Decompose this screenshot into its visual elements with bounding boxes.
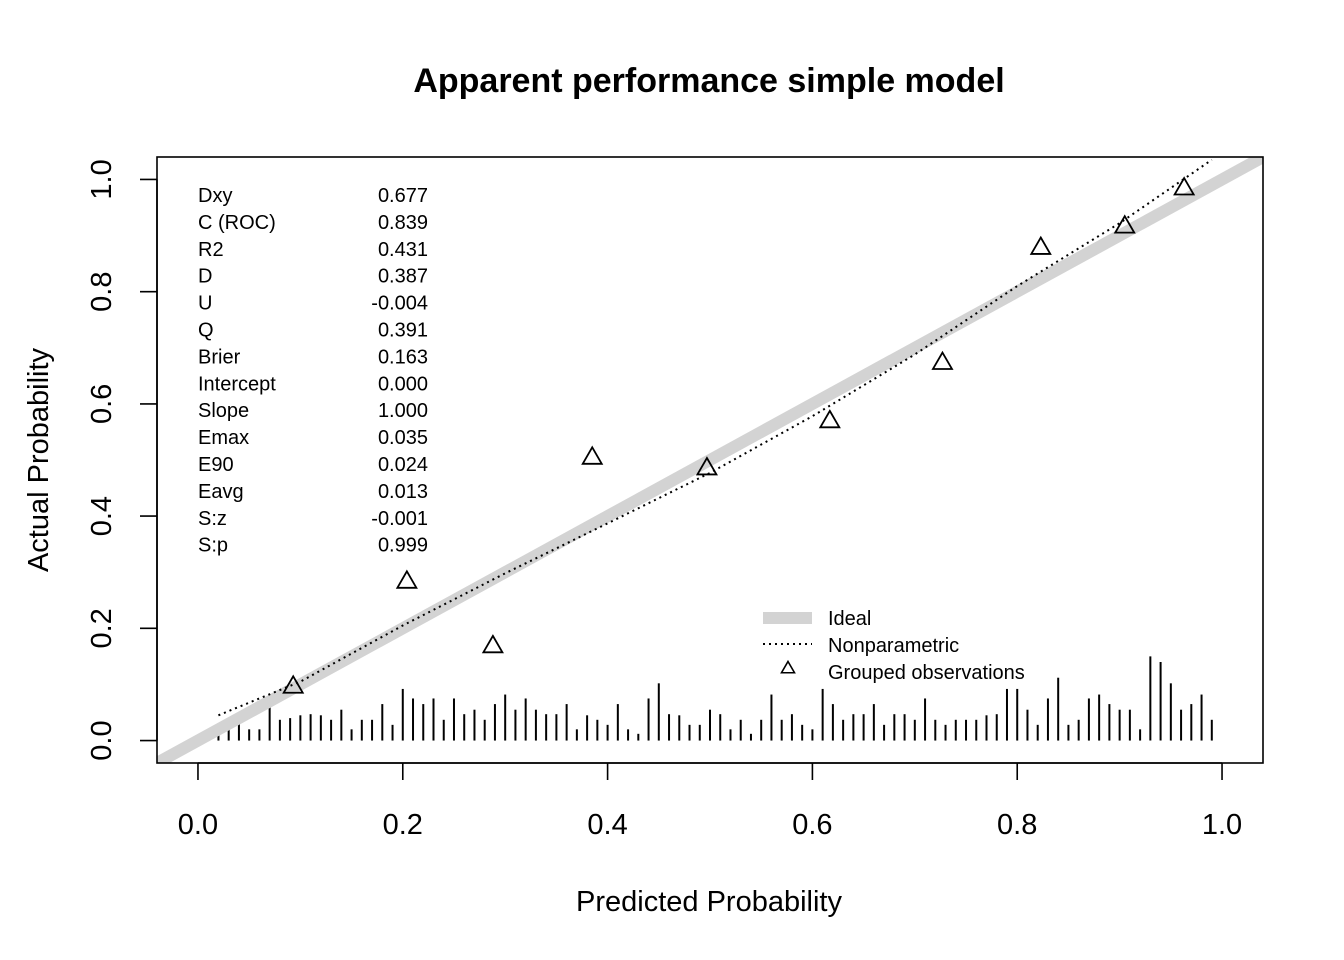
grouped-observation-point <box>282 674 305 694</box>
stat-value: 0.163 <box>378 346 428 368</box>
stats-table: Dxy 0.677 C (ROC) 0.839 R2 0.431 D 0.387 U -0.004… <box>198 185 428 557</box>
legend-label: Ideal <box>828 608 871 630</box>
y-axis-label: Actual Probability <box>23 347 55 572</box>
x-tick-label: 0.8 <box>997 809 1037 841</box>
stat-value: 0.013 <box>378 481 428 503</box>
legend: Ideal Nonparametric Grouped observations <box>763 608 1025 684</box>
stat-label: Eavg <box>198 481 244 503</box>
stat-label: E90 <box>198 454 234 476</box>
legend-triangle-swatch <box>780 659 796 674</box>
x-tick-label: 0.2 <box>383 809 423 841</box>
stat-label: S:p <box>198 535 228 557</box>
stat-value: -0.004 <box>371 293 428 315</box>
stat-label: Brier <box>198 346 241 368</box>
stat-label: R2 <box>198 239 224 261</box>
ideal-line <box>157 157 1263 763</box>
stat-label: S:z <box>198 508 227 530</box>
x-tick-label: 0.4 <box>587 809 627 841</box>
grouped-observation-point <box>1113 214 1136 234</box>
plot-frame <box>156 156 1264 764</box>
stat-label: Slope <box>198 400 249 422</box>
grouped-observation-point <box>1029 235 1052 255</box>
y-tick-label: 1.0 <box>86 159 118 199</box>
stat-value: 0.387 <box>378 266 428 288</box>
plot-area <box>157 157 1263 763</box>
x-tick-label: 1.0 <box>1202 809 1242 841</box>
stat-label: U <box>198 293 212 315</box>
stat-label: Dxy <box>198 185 232 207</box>
y-tick-label: 0.6 <box>86 384 118 424</box>
grouped-observations-layer <box>282 176 1196 694</box>
grouped-observation-point <box>695 456 718 476</box>
grouped-observation-point <box>481 634 504 654</box>
x-axis-label: Predicted Probability <box>576 886 842 918</box>
grouped-observation-point <box>395 569 418 589</box>
rug-plot <box>217 656 1213 741</box>
stat-value: 0.024 <box>378 454 428 476</box>
stat-label: Emax <box>198 427 249 449</box>
nonparametric-line-layer <box>218 158 1213 717</box>
stat-label: Q <box>198 320 214 342</box>
y-tick-label: 0.8 <box>86 272 118 312</box>
y-tick-label: 0.2 <box>86 608 118 648</box>
stat-value: 0.000 <box>378 373 428 395</box>
nonparametric-line <box>218 158 1213 717</box>
stat-value: 0.677 <box>378 185 428 207</box>
y-axis: 0.0 0.2 0.4 0.6 0.8 1.0 <box>86 159 158 761</box>
ideal-line-layer <box>157 157 1263 763</box>
legend-label: Grouped observations <box>828 662 1025 684</box>
stat-label: Intercept <box>198 373 276 395</box>
x-tick-label: 0.0 <box>178 809 218 841</box>
stat-label: D <box>198 266 212 288</box>
stat-value: -0.001 <box>371 508 428 530</box>
stat-value: 0.431 <box>378 239 428 261</box>
y-tick-label: 0.0 <box>86 720 118 760</box>
grouped-observation-point <box>1173 176 1196 196</box>
x-axis: 0.0 0.2 0.4 0.6 0.8 1.0 <box>178 762 1242 841</box>
grouped-observation-point <box>581 445 604 465</box>
stat-label: C (ROC) <box>198 212 276 234</box>
stat-value: 0.999 <box>378 535 428 557</box>
grouped-observation-point <box>931 350 954 370</box>
legend-label: Nonparametric <box>828 635 959 657</box>
x-tick-label: 0.6 <box>792 809 832 841</box>
stat-value: 0.839 <box>378 212 428 234</box>
y-tick-label: 0.4 <box>86 496 118 536</box>
stat-value: 0.035 <box>378 427 428 449</box>
stat-value: 0.391 <box>378 320 428 342</box>
stat-value: 1.000 <box>378 400 428 422</box>
grouped-observation-point <box>818 409 841 429</box>
chart-title: Apparent performance simple model <box>413 62 1004 100</box>
